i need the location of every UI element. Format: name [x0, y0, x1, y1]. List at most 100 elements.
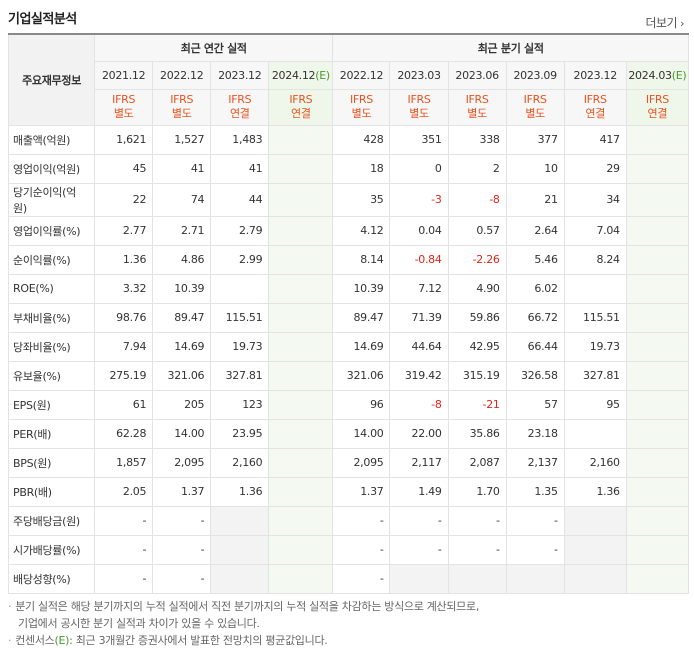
value-cell: - — [152, 563, 212, 594]
value-cell: 59.86 — [447, 302, 507, 333]
value-cell: 115.51 — [210, 302, 270, 333]
table-row: 당좌비율(%) 7.94 14.69 19.73 14.69 44.64 42.95 66.4… — [7, 331, 690, 362]
value-cell: 1.49 — [389, 476, 449, 507]
value-cell: 2,160 — [210, 447, 270, 478]
value-cell: 275.19 — [94, 360, 154, 391]
value-cell — [625, 534, 690, 565]
value-cell — [268, 360, 334, 391]
footnote-2: · 컨센서스(E): 최근 3개월간 증권사에서 발표한 전망치의 평균값입니다. — [8, 634, 328, 647]
value-cell: 7.94 — [94, 331, 154, 362]
period-header: 2022.12 — [332, 60, 391, 90]
value-cell — [625, 476, 690, 507]
table-row: 주당배당금(원) - - - - - - — [7, 505, 690, 536]
value-cell: 7.04 — [563, 215, 627, 246]
row-label: 배당성향(%) — [7, 563, 96, 594]
value-cell: 95 — [563, 389, 627, 420]
value-cell — [210, 273, 270, 304]
value-cell: 1.70 — [447, 476, 507, 507]
quarter-group-header: 최근 분기 실적 — [332, 33, 689, 62]
value-cell — [268, 124, 334, 155]
table-row: 매출액(억원) 1,621 1,527 1,483 428 351 338 377 417 — [7, 124, 690, 155]
value-cell — [625, 182, 690, 217]
value-cell — [563, 563, 627, 594]
accounting-basis: IFRS 연결 — [625, 88, 690, 126]
value-cell: 326.58 — [505, 360, 565, 391]
table-row: BPS(원) 1,857 2,095 2,160 2,095 2,117 2,087 2,13… — [7, 447, 690, 478]
value-cell: - — [389, 505, 449, 536]
value-cell: 5.46 — [505, 244, 565, 275]
value-cell — [268, 215, 334, 246]
value-cell: -21 — [447, 389, 507, 420]
period-header: 2023.03 — [389, 60, 449, 90]
value-cell: 321.06 — [332, 360, 391, 391]
value-cell — [625, 505, 690, 536]
value-cell: 21 — [505, 182, 565, 217]
value-cell: -8 — [447, 182, 507, 217]
financial-table: 주요재무정보 최근 연간 실적 최근 분기 실적 2021.12 2022.12 2… — [7, 33, 690, 594]
value-cell: 4.12 — [332, 215, 391, 246]
value-cell: 4.86 — [152, 244, 212, 275]
value-cell — [268, 273, 334, 304]
value-cell: 351 — [389, 124, 449, 155]
more-link[interactable]: 더보기 › — [645, 14, 684, 31]
value-cell — [625, 124, 690, 155]
value-cell — [268, 389, 334, 420]
value-cell: 1,857 — [94, 447, 154, 478]
value-cell: -2.26 — [447, 244, 507, 275]
value-cell: 1.37 — [152, 476, 212, 507]
period-header: 2023.12 — [563, 60, 627, 90]
row-label: 주당배당금(원) — [7, 505, 96, 536]
accounting-basis: IFRS 별도 — [447, 88, 507, 126]
value-cell — [625, 215, 690, 246]
value-cell: - — [447, 505, 507, 536]
value-cell: 57 — [505, 389, 565, 420]
more-label: 더보기 — [645, 16, 678, 30]
value-cell: 45 — [94, 153, 154, 184]
value-cell: 14.69 — [332, 331, 391, 362]
value-cell: - — [94, 534, 154, 565]
value-cell: - — [94, 563, 154, 594]
row-label: PBR(배) — [7, 476, 96, 507]
value-cell: 23.95 — [210, 418, 270, 449]
value-cell: 22 — [94, 182, 154, 217]
value-cell: 2,087 — [447, 447, 507, 478]
value-cell: 89.47 — [332, 302, 391, 333]
value-cell: 3.32 — [94, 273, 154, 304]
value-cell: 10.39 — [152, 273, 212, 304]
value-cell: 66.72 — [505, 302, 565, 333]
value-cell: 44 — [210, 182, 270, 217]
value-cell: 338 — [447, 124, 507, 155]
value-cell: 2,160 — [563, 447, 627, 478]
value-cell: 41 — [152, 153, 212, 184]
value-cell: - — [389, 534, 449, 565]
value-cell — [625, 273, 690, 304]
value-cell: 1.36 — [210, 476, 270, 507]
annual-group-header: 최근 연간 실적 — [94, 33, 334, 62]
value-cell: - — [332, 534, 391, 565]
row-label: EPS(원) — [7, 389, 96, 420]
value-cell: 2.77 — [94, 215, 154, 246]
value-cell: 98.76 — [94, 302, 154, 333]
value-cell: 1.36 — [94, 244, 154, 275]
value-cell: 327.81 — [563, 360, 627, 391]
value-cell: 1.35 — [505, 476, 565, 507]
value-cell: 0 — [389, 153, 449, 184]
value-cell: 8.24 — [563, 244, 627, 275]
value-cell: 34 — [563, 182, 627, 217]
value-cell — [389, 563, 449, 594]
value-cell: 35.86 — [447, 418, 507, 449]
table-row: 영업이익(억원) 45 41 41 18 0 2 10 29 — [7, 153, 690, 184]
value-cell: 71.39 — [389, 302, 449, 333]
value-cell: 2.71 — [152, 215, 212, 246]
value-cell: 1.36 — [563, 476, 627, 507]
estimate-mark: (E) — [671, 68, 687, 82]
value-cell: - — [332, 563, 391, 594]
value-cell — [625, 563, 690, 594]
value-cell — [210, 534, 270, 565]
period-header: 2021.12 — [94, 60, 154, 90]
value-cell: 23.18 — [505, 418, 565, 449]
value-cell: 96 — [332, 389, 391, 420]
value-cell — [268, 534, 334, 565]
row-label: 영업이익(억원) — [7, 153, 96, 184]
